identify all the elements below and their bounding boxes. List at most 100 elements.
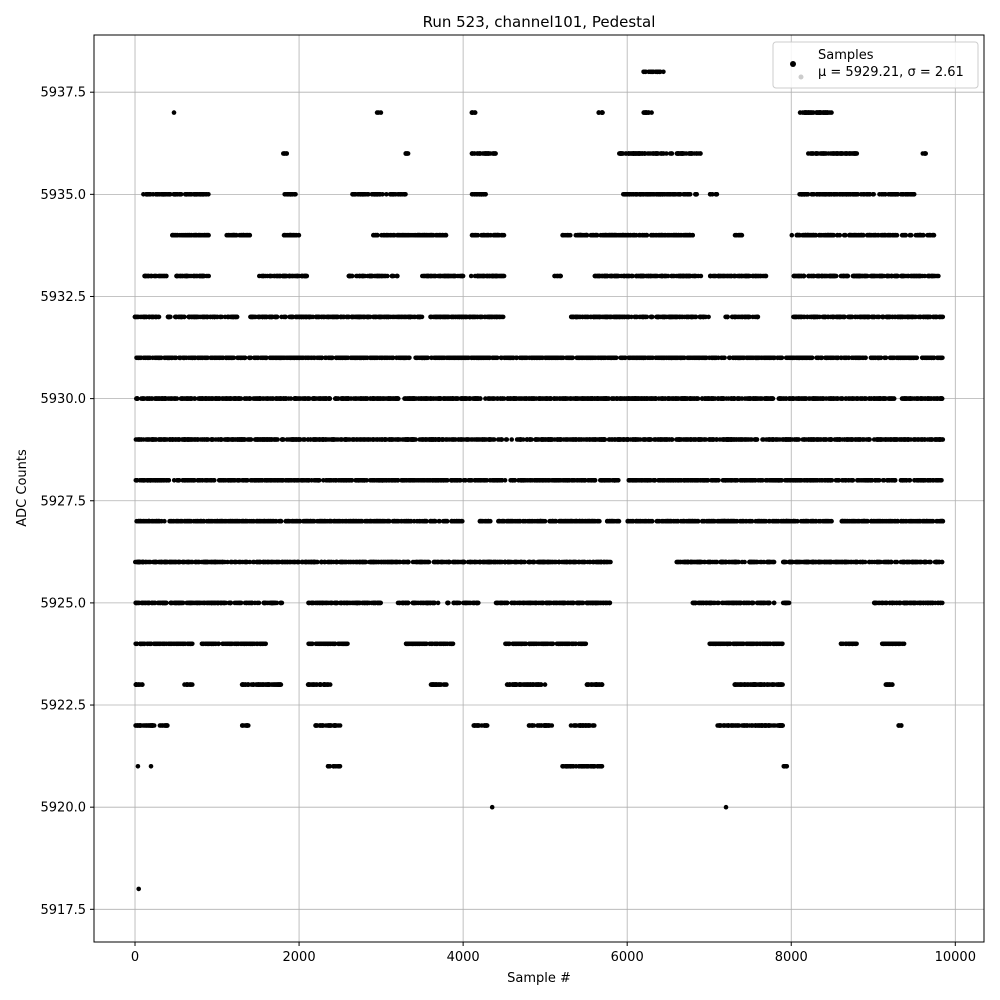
data-point	[138, 355, 144, 361]
data-point	[525, 478, 531, 483]
data-point	[637, 396, 642, 401]
data-point	[289, 478, 295, 483]
data-point	[339, 396, 345, 401]
data-point	[319, 355, 325, 361]
data-point	[811, 396, 816, 401]
data-point	[329, 478, 334, 483]
data-point	[283, 518, 289, 524]
data-point	[580, 355, 586, 361]
data-point	[474, 437, 480, 442]
data-point	[580, 396, 586, 401]
data-point	[676, 437, 682, 442]
data-point	[385, 518, 391, 524]
data-point	[570, 518, 575, 524]
data-point	[543, 355, 548, 361]
data-point	[873, 396, 879, 401]
data-point	[706, 437, 712, 442]
data-point	[588, 478, 594, 483]
data-point	[895, 518, 901, 524]
data-point	[605, 355, 610, 361]
data-point	[153, 396, 158, 401]
data-point	[387, 396, 393, 401]
data-point	[414, 355, 420, 361]
data-point	[804, 518, 810, 524]
data-point	[880, 478, 886, 483]
data-point	[546, 478, 551, 483]
data-point	[375, 355, 380, 361]
data-point	[848, 437, 853, 442]
data-point	[539, 437, 544, 442]
data-point	[422, 518, 427, 524]
data-point	[785, 355, 790, 361]
data-point	[370, 396, 375, 401]
data-point	[364, 396, 370, 401]
data-point	[736, 437, 741, 442]
data-point	[258, 559, 263, 565]
data-point	[329, 355, 335, 361]
data-point	[466, 437, 472, 442]
data-point	[502, 355, 507, 361]
data-point	[377, 396, 383, 401]
data-point	[816, 518, 822, 524]
data-point	[292, 355, 298, 361]
data-point	[305, 518, 311, 524]
data-point	[741, 355, 747, 361]
data-point	[857, 355, 863, 361]
data-point	[833, 396, 838, 401]
data-point	[171, 478, 177, 483]
data-point	[624, 437, 630, 442]
data-point	[261, 396, 267, 401]
data-point	[658, 355, 664, 361]
data-point	[898, 355, 903, 361]
data-point	[344, 518, 349, 524]
data-point	[591, 355, 597, 361]
data-point	[799, 396, 804, 401]
data-point	[630, 355, 635, 361]
data-point	[213, 559, 218, 565]
data-point	[379, 355, 384, 361]
data-point	[272, 437, 278, 442]
data-point	[356, 518, 362, 524]
data-point	[303, 396, 308, 401]
data-point	[456, 518, 462, 524]
data-point	[856, 437, 862, 442]
data-point	[639, 478, 644, 483]
data-point	[802, 355, 808, 361]
data-point	[633, 355, 639, 361]
data-point	[417, 518, 422, 524]
data-point	[241, 478, 246, 483]
data-point	[875, 437, 881, 442]
data-point	[444, 355, 450, 361]
data-point	[330, 437, 336, 442]
data-point	[452, 478, 457, 483]
data-point	[552, 355, 558, 361]
data-point	[505, 396, 510, 401]
data-point	[700, 355, 706, 361]
data-point	[411, 478, 417, 483]
data-point	[876, 355, 881, 361]
data-point	[323, 437, 329, 442]
data-point	[215, 437, 221, 442]
data-point	[685, 355, 690, 361]
data-point	[141, 559, 146, 565]
data-point	[728, 478, 733, 483]
data-point	[311, 518, 316, 524]
data-point	[577, 478, 583, 483]
data-point	[197, 396, 202, 401]
data-point	[817, 396, 823, 401]
data-point	[869, 518, 874, 524]
data-point	[288, 355, 293, 361]
data-point	[863, 478, 868, 483]
data-point	[751, 396, 757, 401]
data-point	[482, 518, 488, 524]
data-point	[449, 437, 454, 442]
data-point	[162, 518, 167, 524]
data-point	[494, 396, 500, 401]
data-point	[670, 396, 676, 401]
data-point	[425, 437, 431, 442]
data-point	[176, 478, 181, 483]
data-point	[333, 478, 338, 483]
data-point	[207, 518, 213, 524]
data-point	[753, 355, 759, 361]
data-point	[167, 559, 172, 565]
